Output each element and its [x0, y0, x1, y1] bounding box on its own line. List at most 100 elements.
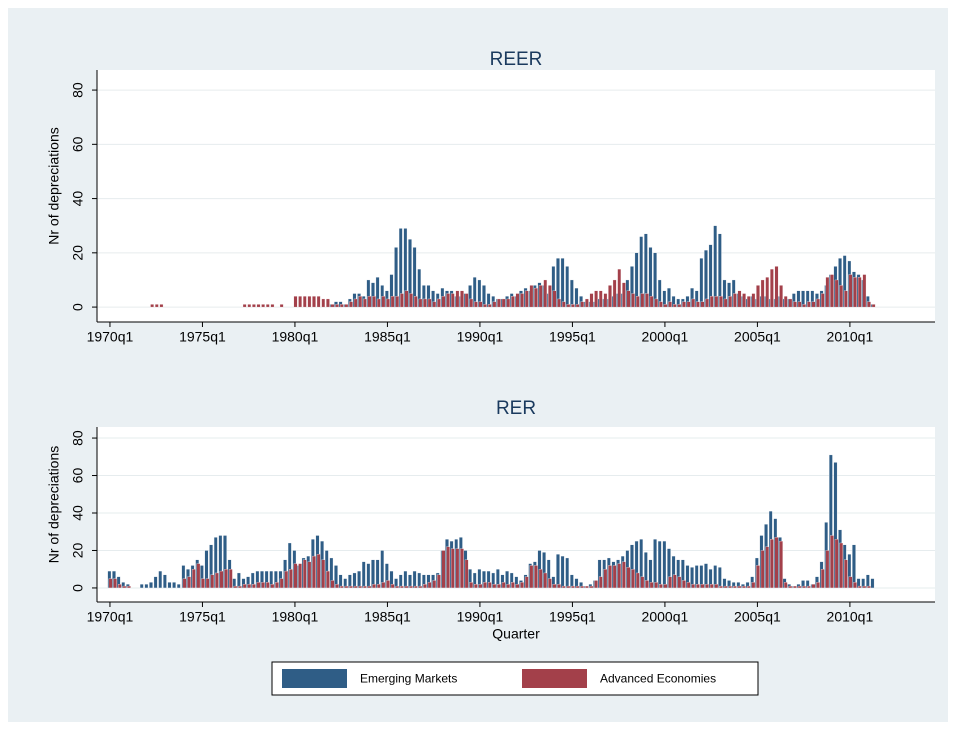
bar [417, 572, 422, 589]
bar [663, 584, 668, 589]
bar [159, 304, 164, 308]
bar [261, 582, 265, 589]
bar [571, 585, 575, 589]
bar [566, 585, 571, 589]
bar [176, 584, 181, 589]
bar [598, 290, 603, 308]
bar [344, 585, 349, 589]
y-tick-label: 40 [70, 191, 86, 207]
bar [571, 304, 575, 308]
y-axis-title: Nr of depreciations [46, 446, 62, 564]
bar [371, 559, 375, 589]
bar [852, 544, 856, 589]
bar [418, 298, 423, 308]
bar [686, 582, 691, 589]
bar [353, 585, 358, 589]
bar [560, 258, 565, 308]
bar [816, 582, 820, 589]
bar [201, 578, 205, 589]
bar [857, 277, 862, 308]
bar [265, 582, 270, 589]
bar [215, 572, 219, 589]
bar [565, 557, 570, 589]
bar [848, 576, 853, 589]
bar [363, 298, 367, 308]
y-tick-label: 20 [70, 542, 86, 558]
bar [825, 550, 830, 589]
bar [413, 585, 418, 589]
bar [649, 296, 654, 308]
bar [538, 569, 543, 589]
bar [386, 580, 390, 589]
bar [492, 301, 497, 308]
bar [570, 279, 574, 308]
bar [339, 304, 344, 308]
bar [802, 585, 807, 589]
bar [423, 584, 427, 589]
bar [760, 550, 765, 589]
bar [270, 304, 275, 308]
bar [668, 301, 672, 308]
bar [312, 296, 316, 308]
bar [298, 563, 302, 589]
bar [418, 585, 423, 589]
bar [631, 293, 635, 308]
x-tick-label: 1995q1 [549, 609, 596, 625]
bar [375, 559, 380, 589]
bar [713, 225, 718, 308]
bar [612, 279, 617, 308]
bar [608, 565, 612, 589]
bar [390, 584, 395, 589]
bar [589, 293, 594, 308]
bar [834, 539, 839, 589]
bar [321, 559, 326, 589]
bar [219, 570, 224, 589]
bar [247, 584, 252, 589]
bar [298, 296, 302, 308]
bar [441, 550, 446, 589]
bar [524, 290, 529, 308]
y-tick-label: 40 [70, 505, 86, 521]
bar [565, 266, 570, 308]
bar [672, 574, 677, 589]
bar [645, 293, 649, 308]
bar [626, 290, 631, 308]
bar [242, 304, 247, 308]
bar [293, 563, 298, 589]
bar [358, 585, 363, 589]
bar [862, 585, 867, 589]
bar [751, 293, 756, 308]
legend-box [271, 661, 759, 696]
bar [737, 290, 742, 308]
bar [482, 285, 486, 308]
bar [649, 582, 654, 589]
bar [275, 582, 279, 589]
bar [834, 279, 839, 308]
bar [793, 301, 797, 308]
bar [737, 585, 742, 589]
bar [839, 542, 844, 589]
bar [270, 584, 275, 589]
bar [844, 559, 848, 589]
bar [455, 290, 460, 308]
bar [746, 296, 751, 308]
bar [585, 585, 589, 589]
bar [464, 559, 469, 589]
bar [242, 584, 247, 589]
bar [742, 585, 746, 589]
bar [154, 304, 159, 308]
bar [446, 293, 450, 308]
bar [358, 296, 363, 308]
bar [352, 572, 357, 589]
bar [113, 578, 117, 589]
bar [561, 301, 566, 308]
bar [612, 565, 617, 589]
bar [386, 298, 390, 308]
bar [617, 563, 622, 589]
bar [139, 584, 144, 589]
bar [307, 296, 312, 308]
bar [742, 293, 746, 308]
bar [645, 580, 649, 589]
bar [228, 569, 233, 589]
bar [427, 298, 432, 308]
